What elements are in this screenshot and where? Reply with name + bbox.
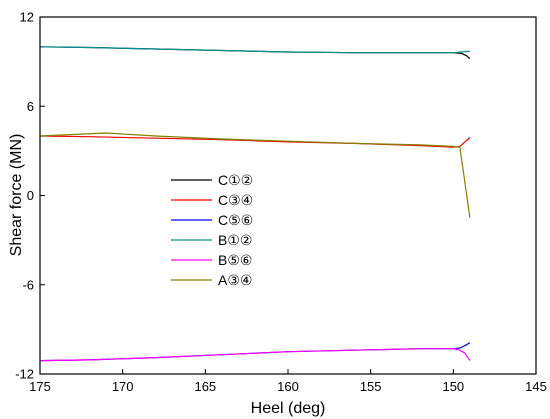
series-line xyxy=(39,46,470,54)
series-line xyxy=(39,348,471,362)
series-lines xyxy=(39,46,471,362)
series-line xyxy=(39,342,471,362)
legend-label: B⑤⑥ xyxy=(218,252,252,268)
x-tick-label: 160 xyxy=(277,379,299,394)
legend-label: C③④ xyxy=(218,192,253,208)
legend-label: C①② xyxy=(218,172,253,188)
x-tick-label: 155 xyxy=(360,379,382,394)
legend-label: A③④ xyxy=(218,272,252,288)
y-axis-label: Shear force (MN) xyxy=(8,134,25,257)
legend-label: B①② xyxy=(218,232,252,248)
series-line xyxy=(39,135,471,148)
x-tick-label: 170 xyxy=(112,379,134,394)
y-tick-label: 0 xyxy=(27,188,34,203)
y-tick-label: -12 xyxy=(15,367,34,382)
x-tick-label: 165 xyxy=(194,379,216,394)
y-tick-label: 12 xyxy=(20,10,34,25)
x-tick-label: 145 xyxy=(525,379,547,394)
y-tick-label: -6 xyxy=(22,277,34,292)
x-tick-label: 150 xyxy=(442,379,464,394)
plot-frame xyxy=(39,16,537,375)
axis-ticks: 175 170 165 160 155 150 145 -12 -6 0 6 12 xyxy=(15,10,547,395)
x-tick-label: 175 xyxy=(29,379,51,394)
legend: C①② C③④ C⑤⑥ B①② B⑤⑥ A③④ xyxy=(171,172,253,288)
series-line xyxy=(39,132,471,218)
legend-label: C⑤⑥ xyxy=(218,212,253,228)
y-tick-label: 6 xyxy=(27,99,34,114)
x-axis-label: Heel (deg) xyxy=(251,400,326,417)
